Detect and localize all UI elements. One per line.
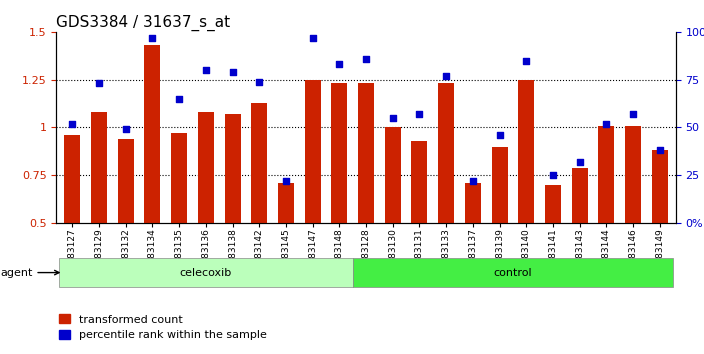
Point [548,172,559,178]
Point [334,62,345,67]
Bar [278,183,294,223]
Bar [353,258,673,287]
Text: celecoxib: celecoxib [180,268,232,278]
Bar [225,114,241,223]
Point [173,96,184,102]
Bar [545,185,561,223]
Point [360,56,372,62]
Bar [411,141,427,223]
Bar [385,127,401,223]
Bar [572,167,588,223]
Text: agent: agent [0,268,59,278]
Legend: transformed count, percentile rank within the sample: transformed count, percentile rank withi… [55,310,272,345]
Bar [491,147,508,223]
Bar [358,84,374,223]
Text: control: control [494,268,532,278]
Point [200,67,211,73]
Bar [118,139,134,223]
Text: GDS3384 / 31637_s_at: GDS3384 / 31637_s_at [56,14,230,30]
Bar [438,84,454,223]
Point [574,159,585,165]
Point [467,178,479,184]
Bar [518,80,534,223]
Point [307,35,318,40]
Bar [198,112,214,223]
Bar [625,126,641,223]
Point [280,178,291,184]
Point [387,115,398,121]
Bar [91,112,107,223]
Bar [465,183,481,223]
Point [120,126,132,132]
Point [494,132,505,138]
Point [521,58,532,63]
Point [67,121,78,126]
Bar [64,135,80,223]
Point [147,35,158,40]
Bar [305,80,321,223]
Bar [144,45,161,223]
Point [441,73,452,79]
Point [227,69,238,75]
Bar [171,133,187,223]
Bar [332,84,347,223]
Point [627,111,639,117]
Bar [652,150,668,223]
Bar [59,258,353,287]
Bar [251,103,268,223]
Point [94,81,105,86]
Point [414,111,425,117]
Bar [598,126,615,223]
Point [253,79,265,84]
Point [654,148,665,153]
Point [601,121,612,126]
